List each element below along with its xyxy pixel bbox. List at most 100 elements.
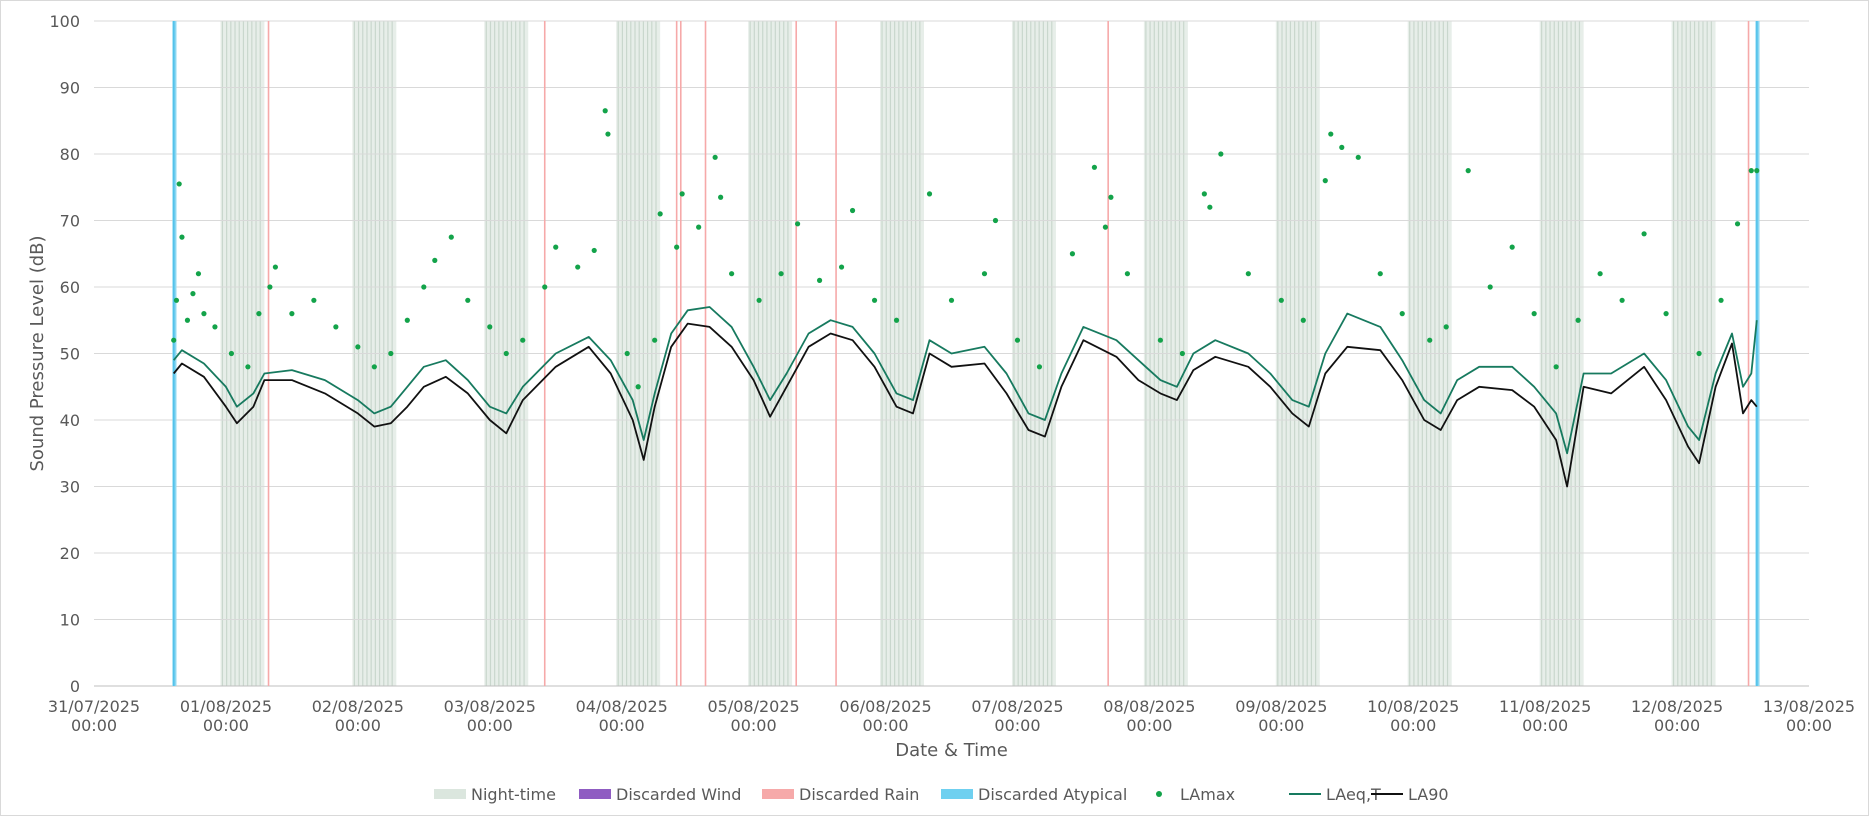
lamax-point	[602, 108, 608, 114]
x-tick-date: 05/08/2025	[708, 697, 800, 716]
lamax-point	[1597, 271, 1603, 277]
lamax-point	[184, 317, 191, 323]
x-tick-date: 08/08/2025	[1103, 697, 1195, 716]
legend-label-la90: LA90	[1408, 785, 1449, 804]
lamax-point	[849, 207, 856, 214]
lamax-point	[605, 131, 611, 137]
y-tick-label: 50	[60, 345, 80, 364]
lamax-point	[1157, 337, 1163, 343]
lamax-point	[948, 297, 955, 303]
x-tick-date: 02/08/2025	[312, 697, 404, 716]
y-axis-title: Sound Pressure Level (dB)	[27, 235, 48, 471]
x-tick-time: 00:00	[1390, 716, 1436, 735]
lamax-point	[503, 350, 509, 357]
x-axis-title: Date & Time	[895, 740, 1008, 761]
lamax-point	[228, 350, 235, 357]
x-tick-time: 00:00	[862, 716, 908, 735]
lamax-point	[195, 271, 202, 277]
lamax-point	[1108, 194, 1114, 200]
lamax-point	[432, 257, 438, 263]
lamax-point	[1718, 297, 1724, 303]
lamax-point	[421, 284, 427, 290]
lamax-point	[542, 284, 548, 290]
lamax-point	[333, 324, 339, 330]
lamax-point	[1339, 144, 1345, 150]
lamax-point	[1036, 364, 1043, 370]
x-tick-date: 06/08/2025	[839, 697, 931, 716]
lamax-point	[1102, 224, 1109, 230]
x-tick-time: 00:00	[203, 716, 249, 735]
lamax-point	[245, 364, 251, 370]
lamax-point	[1443, 324, 1449, 330]
lamax-point	[1641, 231, 1647, 237]
legend-label-discarded-atypical: Discarded Atypical	[978, 785, 1127, 804]
lamax-point	[635, 384, 641, 390]
y-tick-label: 60	[60, 278, 80, 297]
legend-label-discarded-wind: Discarded Wind	[616, 785, 741, 804]
lamax-point	[1355, 154, 1361, 160]
x-tick-date: 01/08/2025	[180, 697, 272, 716]
lamax-point	[1531, 311, 1537, 317]
lamax-point	[794, 221, 801, 227]
lamax-point	[1575, 317, 1581, 323]
data-series	[171, 108, 1760, 488]
legend-label-night-time: Night-time	[471, 785, 556, 804]
lamax-point	[1300, 317, 1306, 323]
lamax-point	[465, 297, 471, 303]
lamax-point	[1328, 131, 1334, 137]
lamax-point	[1091, 164, 1098, 170]
lamax-point	[981, 271, 988, 277]
lamax-point	[696, 224, 702, 230]
lamax-point	[1278, 297, 1284, 303]
x-tick-date: 03/08/2025	[444, 697, 536, 716]
lamax-point	[838, 264, 845, 270]
lamax-point	[176, 181, 182, 187]
x-tick-time: 00:00	[599, 716, 645, 735]
y-tick-label: 100	[49, 12, 80, 31]
y-tick-label: 70	[60, 212, 80, 231]
legend-swatch-night-time	[434, 789, 466, 799]
lamax-point	[553, 244, 559, 250]
x-tick-date: 13/08/2025	[1763, 697, 1855, 716]
y-axis-ticks: 0 10 20 30 40 50 60 70 80 90 100	[49, 12, 80, 696]
discarded-atypical-markers	[172, 21, 1760, 686]
lamax-point	[926, 191, 933, 197]
lamax-point	[404, 317, 410, 323]
lamax-point	[1509, 244, 1515, 250]
lamax-point	[1399, 311, 1405, 317]
x-tick-time: 00:00	[1654, 716, 1700, 735]
x-tick-time: 00:00	[467, 716, 513, 735]
x-tick-time: 00:00	[1126, 716, 1172, 735]
x-tick-time: 00:00	[1522, 716, 1568, 735]
lamax-point	[272, 264, 278, 270]
legend-swatch-lamax	[1156, 791, 1162, 797]
lamax-point	[256, 311, 262, 317]
lamax-point	[1465, 168, 1471, 174]
lamax-point	[1427, 337, 1433, 343]
y-tick-label: 20	[60, 544, 80, 563]
lamax-point	[1218, 151, 1224, 157]
lamax-point	[679, 191, 685, 197]
lamax-point	[778, 271, 784, 277]
lamax-point	[289, 311, 295, 317]
lamax-point	[1207, 204, 1213, 210]
x-tick-date: 09/08/2025	[1235, 697, 1327, 716]
lamax-point	[816, 277, 823, 283]
lamax-point	[756, 297, 762, 303]
lamax-point	[591, 247, 597, 254]
x-tick-date: 04/08/2025	[576, 697, 668, 716]
x-tick-time: 00:00	[731, 716, 777, 735]
lamax-point	[992, 217, 999, 224]
y-tick-label: 0	[70, 677, 80, 696]
lamax-point	[1201, 191, 1207, 197]
lamax-point	[190, 291, 196, 297]
lamax-point	[1696, 350, 1702, 357]
lamax-point	[575, 264, 581, 270]
lamax-point	[657, 211, 663, 217]
lamax-point	[355, 344, 361, 350]
x-tick-time: 00:00	[71, 716, 117, 735]
la90-line	[173, 322, 1758, 488]
lamax-point	[212, 324, 218, 330]
lamax-point	[388, 350, 394, 357]
